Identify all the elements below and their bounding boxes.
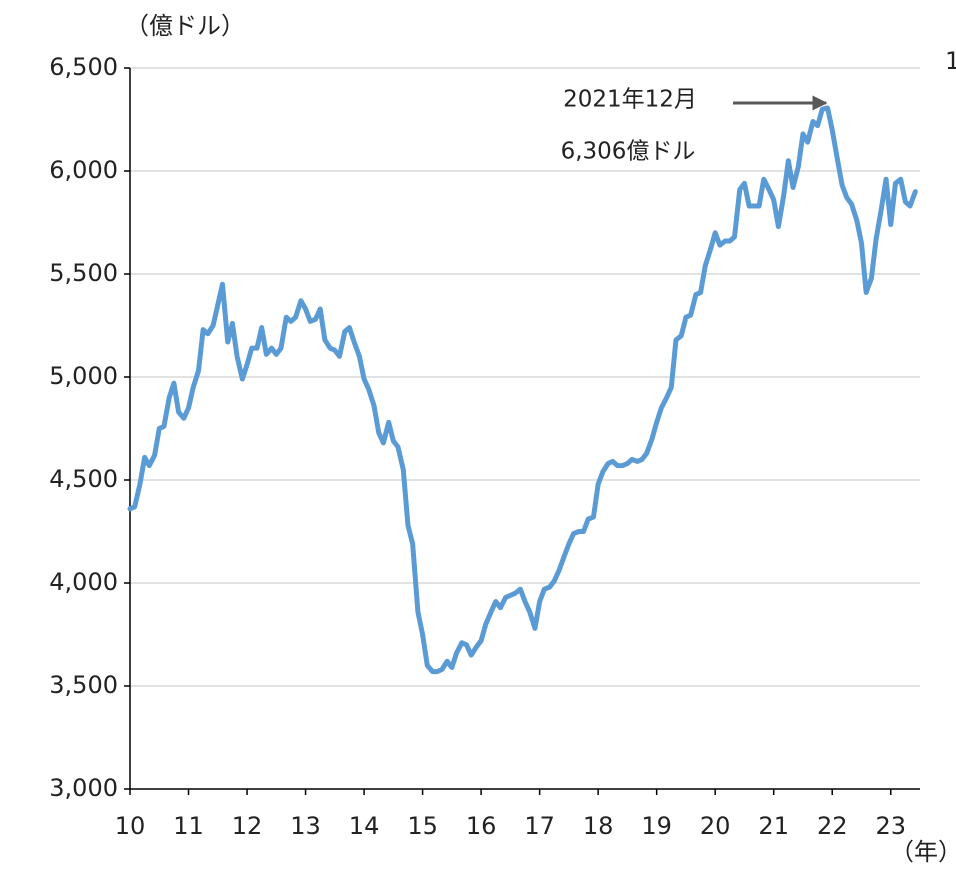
- x-tick-label: 20: [700, 812, 731, 840]
- x-tick-label: 10: [115, 812, 146, 840]
- x-tick-label: 15: [407, 812, 438, 840]
- grid: [130, 67, 920, 687]
- x-tick-label: 17: [524, 812, 555, 840]
- y-tick-label: 3,000: [49, 774, 118, 802]
- y-tick-label: 5,500: [49, 259, 118, 287]
- y-tick-label: 3,500: [49, 671, 118, 699]
- x-tick-label: 21: [758, 812, 789, 840]
- y-tick-label: 4,500: [49, 465, 118, 493]
- y-unit-label: （億ドル）: [125, 12, 245, 40]
- x-tick-label: 13: [290, 812, 321, 840]
- x-tick-label: 11: [173, 812, 204, 840]
- x-tick-label: 16: [466, 812, 497, 840]
- x-tick-label: 14: [349, 812, 380, 840]
- x-tick-label: 19: [641, 812, 672, 840]
- y-tick-label: 4,000: [49, 568, 118, 596]
- x-unit-label: （年）: [890, 838, 956, 866]
- y-tick-label: 5,000: [49, 362, 118, 390]
- x-tick-label: 12: [232, 812, 263, 840]
- x-tick-label: 18: [583, 812, 614, 840]
- annotation-date: 2021年12月: [563, 87, 697, 113]
- corner-note: 1: [945, 47, 956, 75]
- x-tick-label: 23: [875, 812, 906, 840]
- data-line: [127, 105, 918, 675]
- annotation-value: 6,306億ドル: [561, 139, 696, 165]
- y-tick-label: 6,500: [49, 53, 118, 81]
- y-tick-label: 6,000: [49, 156, 118, 184]
- x-tick-label: 22: [817, 812, 848, 840]
